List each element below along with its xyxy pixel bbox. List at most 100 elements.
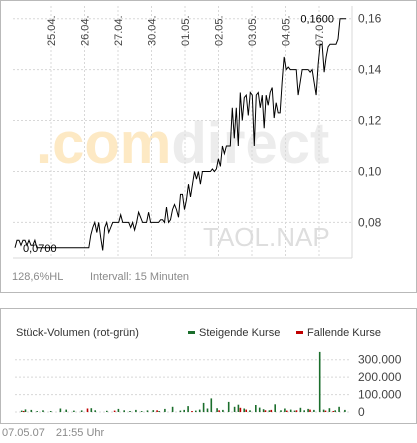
volume-bar [65, 409, 67, 412]
volume-bar [237, 404, 240, 412]
price-chart: .comdirect TAOL.NAP 25.04. 26.04. 27.04. 30… [12, 6, 382, 283]
price-y-tick-label: 0,16 [358, 12, 382, 26]
volume-y-tick-label: 0 [358, 405, 365, 419]
volume-bar [24, 409, 27, 412]
volume-bar [179, 410, 182, 412]
volume-bar [49, 411, 52, 412]
legend-swatch [296, 331, 303, 334]
volume-bar [322, 409, 325, 412]
volume-bar [129, 411, 131, 412]
volume-bar [146, 410, 149, 412]
volume-bar [195, 410, 197, 412]
volume-bar [324, 410, 327, 412]
price-x-tick-label: 07.0 [314, 25, 326, 46]
volume-bar [123, 410, 125, 412]
price-annotation: 0,0700 [23, 243, 57, 255]
volume-bar [255, 405, 257, 412]
price-x-tick-labels: 25.04. 26.04. 27.04. 30.04. 01.05. 02.05. 03.0… [46, 15, 326, 46]
volume-bar [36, 411, 38, 412]
watermark-ticker: TAOL.NAP [203, 222, 330, 252]
price-annotations: 0,0700 0,1600 [23, 14, 334, 255]
footer-timestamp: 07.05.07 21:55 Uhr [2, 427, 112, 439]
volume-bar [262, 409, 265, 412]
volume-bar [140, 411, 143, 412]
volume-bar [280, 410, 282, 412]
price-y-tick-label: 0,14 [358, 63, 382, 77]
volume-bars [20, 351, 346, 412]
volume-y-tick-label: 100.000 [358, 388, 402, 402]
price-chart-panel: .comdirect TAOL.NAP 25.04. 26.04. 27.04. 30… [0, 0, 417, 293]
volume-y-tick-label: 300.000 [358, 353, 402, 367]
volume-bar [164, 408, 166, 412]
volume-y-tick-label: 200.000 [358, 370, 402, 384]
volume-bar [249, 410, 251, 412]
volume-bar [216, 408, 218, 412]
volume-bar [42, 410, 44, 412]
volume-bar [264, 410, 267, 412]
volume-bar [270, 409, 273, 412]
volume-bar [309, 409, 311, 412]
volume-bar [202, 402, 205, 412]
volume-bar [210, 398, 213, 412]
volume-bar [20, 410, 23, 412]
price-x-tick-label: 02.05. [214, 15, 226, 46]
hl-number: 128,6 [12, 271, 40, 283]
volume-chart: Stück-Volumen (rot-grün) Steigende Kurse… [15, 327, 402, 419]
interval-label: Intervall: 15 Minuten [90, 271, 189, 283]
watermark-logo-direct: direct [171, 111, 329, 176]
volume-bar [30, 409, 33, 412]
footer-date: 07.05.07 [2, 427, 45, 439]
watermark-logo-com: .com [36, 111, 171, 176]
price-y-tick-labels: 0,08 0,10 0,12 0,14 0,16 [358, 12, 382, 230]
volume-chart-panel: Stück-Volumen (rot-grün) Steigende Kurse… [0, 308, 417, 424]
volume-bar [286, 410, 288, 412]
volume-bar [59, 408, 62, 412]
volume-bar [218, 410, 220, 412]
volume-bar [135, 409, 137, 412]
price-y-tick-label: 0,08 [358, 215, 382, 229]
price-x-tick-label: 04.05. [281, 15, 293, 46]
volume-title: Stück-Volumen (rot-grün) [16, 327, 139, 339]
volume-bar [158, 411, 160, 412]
volume-bar [198, 409, 201, 412]
volume-bar [183, 409, 185, 412]
price-y-tick-label: 0,12 [358, 114, 382, 128]
volume-bar [117, 408, 120, 412]
volume-bar [222, 409, 224, 412]
volume-bar [268, 410, 271, 412]
legend-label: Fallende Kurse [307, 327, 381, 339]
volume-bar [243, 408, 245, 412]
volume-bar [334, 410, 336, 412]
volume-bar [206, 408, 209, 412]
volume-bar [239, 407, 242, 412]
volume-legend: Steigende Kurse Fallende Kurse [188, 327, 381, 339]
volume-bar [156, 410, 158, 412]
volume-bar [299, 407, 302, 412]
price-x-tick-label: 01.05. [180, 15, 192, 46]
price-grid [13, 6, 353, 259]
volume-bar [293, 410, 296, 412]
volume-bar [187, 406, 189, 412]
price-series-line [14, 18, 346, 251]
price-annotation: 0,1600 [300, 14, 334, 26]
volume-bar [258, 407, 261, 412]
volume-bar [344, 409, 346, 412]
volume-bar [289, 409, 292, 412]
volume-bar [86, 408, 89, 412]
volume-bar [332, 411, 335, 412]
volume-bar [191, 411, 193, 412]
volume-bar [338, 406, 340, 412]
volume-bar [73, 410, 75, 412]
price-x-tick-label: 27.04. [113, 15, 125, 46]
volume-bar [94, 410, 96, 412]
legend-swatch [188, 331, 195, 334]
volume-bar [233, 406, 236, 412]
volume-y-tick-labels: 0 100.000 200.000 300.000 [358, 353, 402, 419]
price-y-tick-label: 0,10 [358, 164, 382, 178]
volume-bar [152, 410, 155, 412]
volume-bar [295, 410, 298, 412]
volume-bar [303, 410, 305, 412]
footer-time: 21:55 Uhr [55, 427, 105, 439]
price-x-tick-label: 26.04. [80, 15, 92, 46]
volume-bar [106, 410, 108, 412]
